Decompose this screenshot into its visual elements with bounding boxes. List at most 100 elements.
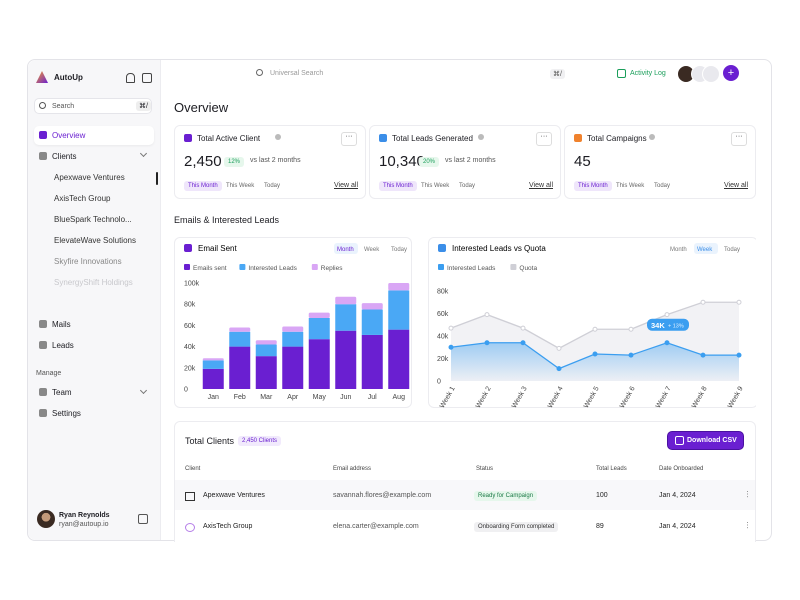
- bar-segment: [229, 346, 251, 389]
- add-button[interactable]: +: [723, 65, 739, 81]
- stat-tab[interactable]: This Week: [226, 183, 255, 189]
- point: [556, 366, 562, 372]
- stat-tab[interactable]: This Month: [184, 181, 222, 191]
- logout-icon[interactable]: [138, 514, 148, 524]
- bar-segment: [202, 358, 224, 361]
- chart-tab[interactable]: Month: [337, 247, 354, 253]
- nav-icon: [39, 152, 47, 160]
- x-tick-label: Week 9: [727, 385, 745, 408]
- row-icon: [185, 523, 195, 532]
- chart-tab[interactable]: Today: [724, 247, 740, 253]
- nav-item[interactable]: Leads: [52, 341, 74, 350]
- x-tick-label: Week 6: [619, 385, 637, 408]
- stat-tab[interactable]: This Month: [574, 181, 612, 191]
- legend-label: Emails sent: [193, 265, 227, 272]
- legend-swatch: [510, 264, 517, 270]
- more-button[interactable]: ···: [536, 132, 552, 146]
- nav-item[interactable]: Settings: [52, 409, 81, 418]
- x-tick-label: Week 8: [691, 385, 709, 408]
- row-menu[interactable]: ···: [743, 490, 752, 498]
- client-link[interactable]: BlueSpark Technolo...: [54, 215, 132, 224]
- status-badge: Ready for Campaign: [474, 491, 538, 501]
- nav-item[interactable]: Overview: [52, 131, 86, 140]
- stat-tab[interactable]: This Month: [379, 181, 417, 191]
- x-tick-label: Apr: [287, 394, 299, 401]
- x-tick-label: Jul: [368, 394, 377, 401]
- client-link[interactable]: Skyfire Innovations: [54, 257, 122, 266]
- y-tick-label: 60k: [184, 323, 196, 330]
- nav-icon: [39, 131, 47, 139]
- stat-tab[interactable]: This Week: [616, 183, 645, 189]
- nav-item[interactable]: Clients: [52, 152, 77, 161]
- universal-search[interactable]: Universal Search: [270, 70, 324, 77]
- shortcut: ⌘/: [550, 69, 565, 79]
- client-link[interactable]: SynergyShift Holdings: [54, 278, 133, 287]
- point: [592, 326, 598, 332]
- more-button[interactable]: ···: [731, 132, 747, 146]
- chart-icon: [438, 244, 446, 252]
- stat-tab[interactable]: Today: [264, 183, 281, 189]
- x-tick-label: Week 1: [439, 385, 457, 408]
- chart-title: Email Sent: [198, 244, 237, 253]
- bar-segment: [229, 331, 251, 347]
- client-link[interactable]: Apexwave Ventures: [54, 173, 125, 182]
- view-all[interactable]: View all: [529, 182, 553, 189]
- activity-log[interactable]: Activity Log: [630, 70, 666, 77]
- more-button[interactable]: ···: [341, 132, 357, 146]
- point: [736, 299, 742, 305]
- stat-value: 10,340: [379, 153, 425, 170]
- legend-swatch: [311, 264, 318, 270]
- info-icon: [478, 134, 485, 140]
- table-badge: 2,450 Clients: [238, 436, 282, 446]
- bar-segment: [361, 334, 383, 389]
- annotation-box: [647, 318, 689, 331]
- search-box[interactable]: [34, 98, 152, 114]
- table-cell: Jan 4, 2024: [659, 492, 696, 499]
- stat-title: Total Campaigns: [587, 134, 647, 143]
- table-cell: Jan 4, 2024: [659, 523, 696, 530]
- x-tick-label: Week 7: [655, 385, 673, 408]
- chart-tab[interactable]: Month: [670, 247, 687, 253]
- nav-item[interactable]: Mails: [52, 320, 71, 329]
- table-cell: 89: [596, 523, 604, 530]
- stat-tab[interactable]: Today: [654, 183, 671, 189]
- y-tick-label: 40k: [184, 344, 196, 351]
- chart-tab[interactable]: Week: [697, 247, 713, 253]
- client-link[interactable]: AxisTech Group: [54, 194, 111, 203]
- x-tick-label: Feb: [234, 394, 246, 401]
- activity-icon: [617, 69, 626, 78]
- point: [664, 312, 670, 318]
- column-header[interactable]: Client: [185, 466, 201, 472]
- view-all[interactable]: View all: [334, 182, 358, 189]
- avatar: [702, 65, 720, 83]
- stat-tab[interactable]: Today: [459, 183, 476, 189]
- active-indicator: [156, 172, 158, 185]
- stat-tab[interactable]: This Week: [421, 183, 450, 189]
- nav-item[interactable]: Team: [52, 388, 72, 397]
- chart-tab[interactable]: Week: [364, 247, 380, 253]
- row-menu[interactable]: ···: [743, 521, 752, 529]
- client-link[interactable]: ElevateWave Solutions: [54, 236, 136, 245]
- y-tick-label: 60k: [437, 311, 449, 318]
- search-placeholder: Search: [52, 103, 75, 110]
- point: [484, 312, 490, 318]
- bar-segment: [308, 317, 330, 340]
- view-all[interactable]: View all: [724, 182, 748, 189]
- column-header: Email address: [333, 466, 372, 472]
- brand: AutoUp: [54, 73, 83, 82]
- bell-icon[interactable]: [126, 73, 135, 83]
- section-label: Manage: [36, 370, 62, 377]
- chart-tab[interactable]: Today: [391, 247, 407, 253]
- table-cell: 100: [596, 492, 608, 499]
- bar-segment: [361, 303, 383, 310]
- download-button[interactable]: [667, 431, 744, 450]
- stat-icon: [184, 134, 192, 142]
- stat-icon: [379, 134, 387, 142]
- y-tick-label: 20k: [437, 356, 449, 363]
- x-tick-label: Jun: [340, 394, 351, 401]
- download-label[interactable]: Download CSV: [687, 437, 737, 444]
- bar-segment: [361, 309, 383, 335]
- x-tick-label: Jan: [208, 394, 219, 401]
- panel-icon[interactable]: [142, 73, 152, 83]
